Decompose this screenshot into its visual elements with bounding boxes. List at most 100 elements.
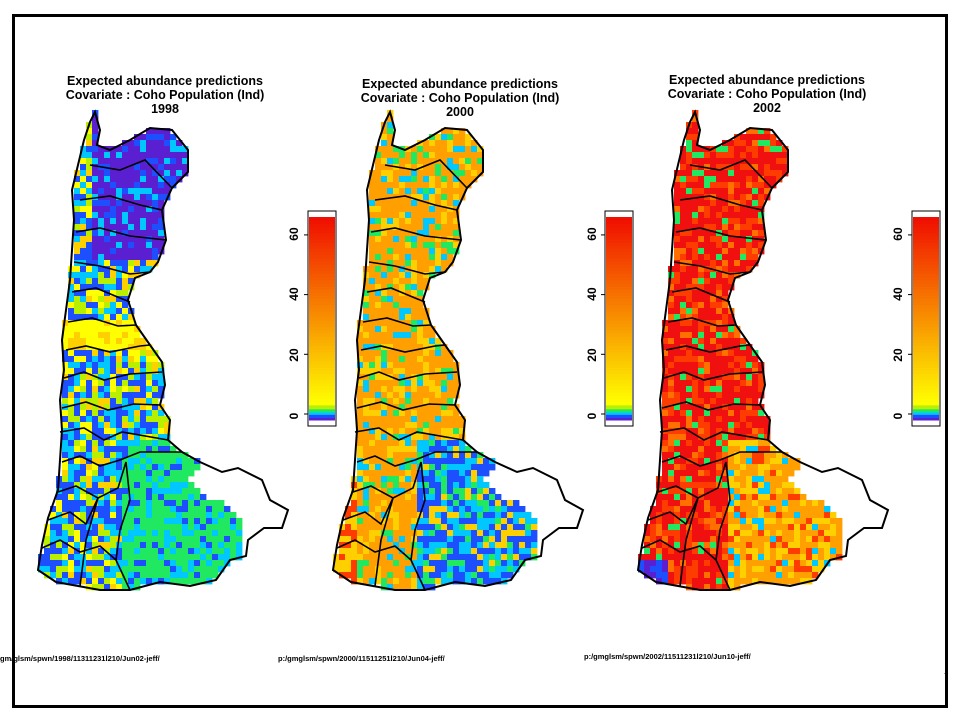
map-cell (423, 326, 430, 333)
map-cell (122, 248, 129, 255)
colorbar-swatch (309, 392, 335, 396)
map-cell (680, 362, 687, 369)
map-cell (692, 230, 699, 237)
map-cell (752, 152, 759, 159)
map-cell (447, 386, 454, 393)
map-cell (758, 140, 765, 147)
map-cell (668, 356, 675, 363)
map-cell (495, 506, 502, 513)
map-cell (668, 344, 675, 351)
map-cell (182, 530, 189, 537)
map-cell (704, 530, 711, 537)
map-cell (62, 386, 69, 393)
map-cell (453, 566, 460, 573)
map-cell (459, 506, 466, 513)
map-cell (746, 362, 753, 369)
map-cell (74, 416, 81, 423)
map-cell (369, 206, 376, 213)
map-cell (152, 470, 159, 477)
map-cell (770, 164, 777, 171)
map-cell (477, 578, 484, 585)
map-cell (471, 542, 478, 549)
footer-path-1998: gm/glsm/spwn/1998/11311231l210/Jun02-jef… (0, 654, 160, 663)
map-cell (140, 224, 147, 231)
map-cell (471, 452, 478, 459)
map-cell (92, 266, 99, 273)
map-cell (770, 560, 777, 567)
map-cell (794, 572, 801, 579)
map-cell (74, 500, 81, 507)
map-cell (800, 530, 807, 537)
map-cell (734, 500, 741, 507)
map-cell (459, 476, 466, 483)
map-cell (818, 524, 825, 531)
map-cell (704, 500, 711, 507)
map-cell (116, 242, 123, 249)
map-cell (98, 536, 105, 543)
map-cell (375, 434, 382, 441)
map-cell (393, 260, 400, 267)
map-cell (662, 524, 669, 531)
map-cell (782, 548, 789, 555)
colorbar-swatch (606, 320, 632, 325)
map-cell (128, 176, 135, 183)
map-cell (692, 128, 699, 135)
map-cell (351, 536, 358, 543)
colorbar-swatch (309, 245, 335, 249)
map-cell (218, 506, 225, 513)
map-cell (363, 314, 370, 321)
map-cell (453, 470, 460, 477)
map-cell (116, 548, 123, 555)
map-cell (692, 320, 699, 327)
map-cell (381, 464, 388, 471)
map-cell (686, 248, 693, 255)
colorbar-swatch (913, 342, 939, 346)
map-cell (692, 530, 699, 537)
map-cell (686, 260, 693, 267)
map-cell (698, 182, 705, 189)
map-cell (692, 164, 699, 171)
map-cell (62, 500, 69, 507)
map-cell (668, 488, 675, 495)
map-cell (56, 554, 63, 561)
map-cell (698, 524, 705, 531)
map-cell (116, 578, 123, 585)
map-cell (369, 224, 376, 231)
map-cell (134, 218, 141, 225)
map-cell (435, 164, 442, 171)
map-cell (758, 500, 765, 507)
map-cell (86, 482, 93, 489)
map-cell (435, 506, 442, 513)
map-cell (399, 338, 406, 345)
map-cell (62, 524, 69, 531)
map-cell (224, 530, 231, 537)
map-cell (716, 176, 723, 183)
map-cell (381, 134, 388, 141)
map-cell (710, 356, 717, 363)
map-cell (92, 434, 99, 441)
map-cell (104, 524, 111, 531)
map-cell (423, 422, 430, 429)
map-cell (423, 368, 430, 375)
map-cell (387, 134, 394, 141)
map-cell (680, 464, 687, 471)
map-cell (704, 584, 711, 591)
map-cell (525, 512, 532, 519)
map-cell (746, 356, 753, 363)
map-cell (158, 554, 165, 561)
map-cell (770, 512, 777, 519)
map-cell (740, 152, 747, 159)
map-cell (86, 140, 93, 147)
map-cell (794, 542, 801, 549)
map-cell (710, 482, 717, 489)
map-cell (128, 170, 135, 177)
map-cell (110, 278, 117, 285)
map-cell (447, 464, 454, 471)
map-cell (116, 302, 123, 309)
map-cell (110, 368, 117, 375)
map-cell (447, 506, 454, 513)
map-cell (459, 500, 466, 507)
map-cell (680, 536, 687, 543)
map-cell (92, 428, 99, 435)
map-cell (680, 572, 687, 579)
